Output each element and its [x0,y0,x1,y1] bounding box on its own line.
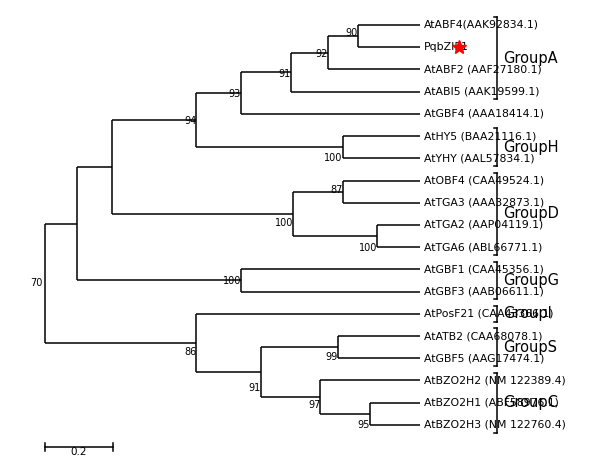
Text: 94: 94 [184,116,196,126]
Text: GroupC: GroupC [503,395,559,410]
Text: 0.2: 0.2 [71,447,87,457]
Text: AtTGA2 (AAP04119.1): AtTGA2 (AAP04119.1) [424,220,543,230]
Text: 100: 100 [359,243,377,253]
Text: AtATB2 (CAA68078.1): AtATB2 (CAA68078.1) [424,331,542,341]
Text: 100: 100 [324,153,343,163]
Text: 97: 97 [308,401,320,410]
Text: 91: 91 [248,383,261,393]
Text: AtGBF5 (AAG17474.1): AtGBF5 (AAG17474.1) [424,353,544,363]
Text: AtYHY (AAL57834.1): AtYHY (AAL57834.1) [424,154,534,163]
Text: AtGBF3 (AAB06611.1): AtGBF3 (AAB06611.1) [424,287,544,296]
Text: AtABF4(AAK92834.1): AtABF4(AAK92834.1) [424,20,539,30]
Text: GroupG: GroupG [503,273,559,288]
Text: 90: 90 [346,28,358,38]
Text: AtABI5 (AAK19599.1): AtABI5 (AAK19599.1) [424,87,539,97]
Text: AtTGA6 (ABL66771.1): AtTGA6 (ABL66771.1) [424,242,542,252]
Text: 91: 91 [278,70,290,79]
Text: 86: 86 [184,347,196,357]
Text: AtBZO2H2 (NM 122389.4): AtBZO2H2 (NM 122389.4) [424,375,565,385]
Text: 87: 87 [330,185,343,195]
Text: 70: 70 [30,278,43,288]
Text: AtGBF4 (AAA18414.1): AtGBF4 (AAA18414.1) [424,109,544,119]
Text: 100: 100 [275,218,293,228]
Text: 95: 95 [358,420,370,431]
Text: GroupS: GroupS [503,340,557,355]
Text: 99: 99 [325,352,338,361]
Text: GroupA: GroupA [503,51,558,66]
Text: AtTGA3 (AAA32873.1): AtTGA3 (AAA32873.1) [424,198,544,208]
Text: GroupH: GroupH [503,140,559,155]
Text: GroupD: GroupD [503,207,559,221]
Text: AtGBF1 (CAA45356.1): AtGBF1 (CAA45356.1) [424,264,544,274]
Text: AtOBF4 (CAA49524.1): AtOBF4 (CAA49524.1) [424,176,544,185]
Text: AtHY5 (BAA21116.1): AtHY5 (BAA21116.1) [424,131,536,141]
Text: AtABF2 (AAF27180.1): AtABF2 (AAF27180.1) [424,65,541,74]
Text: GroupI: GroupI [503,306,553,321]
Text: AtBZO2H1 (ABF58976.1): AtBZO2H1 (ABF58976.1) [424,398,559,408]
Text: AtBZO2H3 (NM 122760.4): AtBZO2H3 (NM 122760.4) [424,420,565,430]
Text: PqbZIP1: PqbZIP1 [424,42,469,52]
Text: 92: 92 [316,49,328,59]
Text: 93: 93 [229,89,241,100]
Text: AtPosF21 (CAA43366.1): AtPosF21 (CAA43366.1) [424,309,553,319]
Text: 100: 100 [223,276,241,286]
